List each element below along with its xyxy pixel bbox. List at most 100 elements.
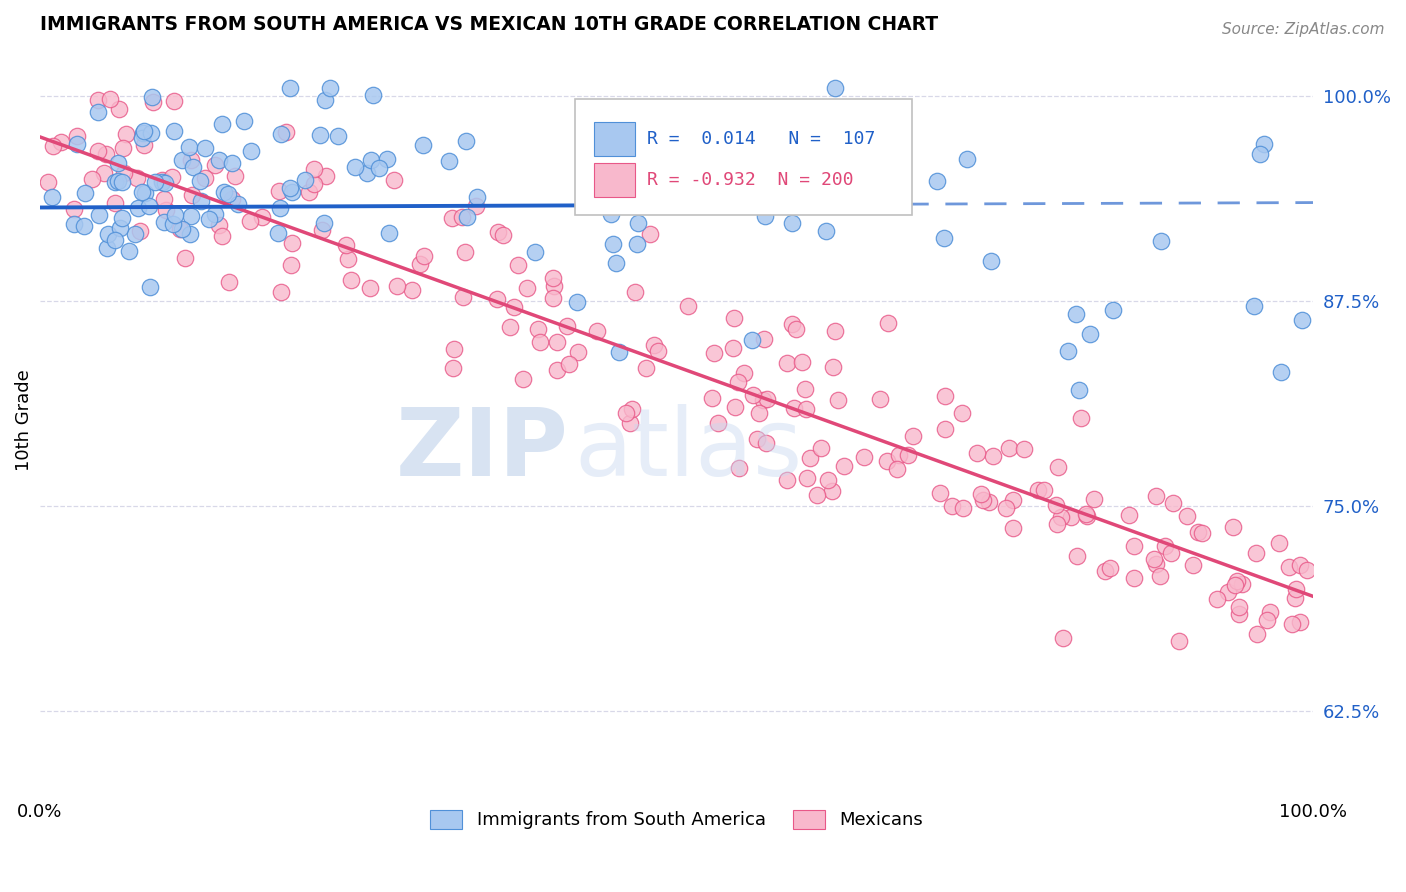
Point [132, 138, 155, 153]
Point [401, 283, 423, 297]
Text: IMMIGRANTS FROM SOUTH AMERICA VS MEXICAN 10TH GRADE CORRELATION CHART: IMMIGRANTS FROM SOUTH AMERICA VS MEXICAN… [39, 15, 938, 34]
Point [361, 88, 384, 103]
Point [934, 422, 956, 436]
Point [170, 221, 193, 235]
Point [1045, 498, 1067, 512]
Point [111, 175, 134, 189]
Point [413, 249, 436, 263]
Point [876, 454, 898, 468]
FancyBboxPatch shape [593, 122, 634, 156]
Point [512, 372, 534, 386]
Point [139, 126, 162, 140]
Point [783, 401, 806, 416]
Point [1123, 571, 1146, 585]
Point [1160, 546, 1182, 560]
Point [211, 228, 233, 243]
Point [1056, 343, 1078, 358]
Point [112, 165, 135, 179]
Point [180, 209, 202, 223]
Point [776, 355, 799, 369]
Point [454, 134, 477, 148]
Point [451, 210, 474, 224]
Point [1285, 582, 1308, 596]
Point [638, 227, 661, 242]
Point [278, 80, 301, 95]
Point [314, 93, 336, 107]
Point [925, 174, 948, 188]
Point [197, 212, 219, 227]
Point [546, 334, 568, 349]
Point [752, 393, 775, 408]
Point [834, 183, 856, 197]
Point [270, 285, 292, 300]
Point [806, 488, 828, 502]
Point [934, 389, 956, 403]
Point [1153, 539, 1175, 553]
Point [387, 278, 409, 293]
Point [1222, 519, 1244, 533]
Point [824, 324, 846, 338]
Point [877, 316, 900, 330]
Point [541, 291, 564, 305]
Point [233, 113, 256, 128]
Point [1118, 508, 1140, 522]
Point [1249, 147, 1271, 161]
Point [87, 104, 110, 119]
Point [1177, 509, 1199, 524]
Point [557, 357, 579, 371]
Point [250, 210, 273, 224]
Point [93, 165, 115, 179]
Point [221, 156, 243, 170]
Point [1150, 234, 1173, 248]
Point [901, 429, 924, 443]
Point [141, 90, 163, 104]
Point [378, 226, 401, 240]
Point [794, 402, 817, 417]
Point [132, 124, 155, 138]
Point [294, 173, 316, 187]
Point [1288, 558, 1310, 572]
Point [217, 186, 239, 201]
Y-axis label: 10th Grade: 10th Grade [15, 369, 32, 471]
Point [941, 499, 963, 513]
Point [529, 334, 551, 349]
Point [827, 393, 849, 408]
Point [153, 215, 176, 229]
Point [343, 160, 366, 174]
Point [269, 184, 291, 198]
Point [51, 135, 73, 149]
Point [127, 202, 149, 216]
Point [780, 216, 803, 230]
Point [727, 460, 749, 475]
Text: R = -0.932  N = 200: R = -0.932 N = 200 [647, 171, 853, 189]
Point [150, 173, 173, 187]
Point [269, 201, 291, 215]
Point [441, 361, 464, 376]
Point [211, 117, 233, 131]
Point [886, 462, 908, 476]
Point [752, 332, 775, 346]
Point [179, 139, 201, 153]
Point [152, 192, 174, 206]
Point [546, 362, 568, 376]
Point [887, 448, 910, 462]
Point [707, 416, 730, 430]
Point [499, 320, 522, 334]
Point [1258, 605, 1281, 619]
Point [727, 375, 749, 389]
Point [970, 487, 993, 501]
Point [221, 192, 243, 206]
Point [1144, 557, 1167, 571]
Point [516, 281, 538, 295]
Text: R =  0.014   N =  107: R = 0.014 N = 107 [647, 130, 876, 148]
Point [1143, 552, 1166, 566]
Point [125, 170, 148, 185]
Point [832, 459, 855, 474]
Point [1102, 303, 1125, 318]
Point [134, 186, 156, 201]
Point [1050, 509, 1073, 524]
Point [311, 223, 333, 237]
Point [793, 382, 815, 396]
Point [142, 95, 165, 110]
Point [111, 211, 134, 225]
